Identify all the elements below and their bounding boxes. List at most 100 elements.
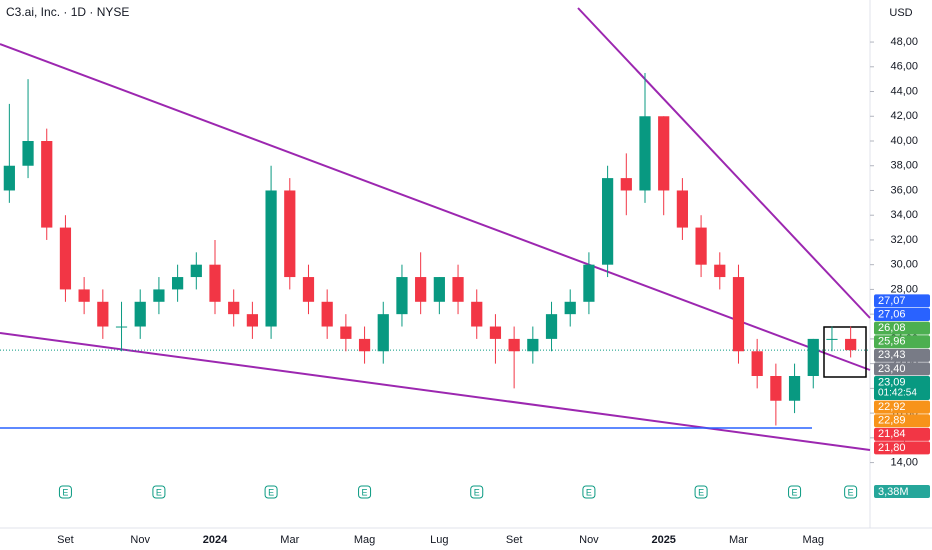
candle-body: [732, 277, 745, 352]
y-tick-label: 48,00: [890, 36, 918, 48]
candle-body: [508, 338, 520, 352]
price-tag: [874, 427, 930, 441]
candle-body: [41, 141, 53, 228]
y-tick-label: 32,00: [890, 234, 918, 246]
candle-body: [620, 178, 632, 191]
candle-body: [489, 326, 502, 339]
y-tick-label: 36,00: [890, 184, 918, 196]
countdown-label: 01:42:54: [878, 388, 917, 399]
candle-body: [209, 264, 221, 302]
price-tag: [874, 294, 930, 308]
earnings-label: E: [62, 487, 68, 497]
x-tick-label: Lug: [430, 534, 448, 546]
x-tick-label: Nov: [130, 534, 150, 546]
candle-body: [433, 277, 445, 302]
candle-body: [3, 165, 15, 191]
candle-body: [676, 190, 688, 228]
y-tick-label: 44,00: [890, 85, 918, 97]
candle-body: [153, 289, 165, 302]
x-tick-label: Mag: [354, 534, 375, 546]
price-tag: [874, 321, 930, 335]
y-tick-label: 38,00: [890, 160, 918, 172]
price-tag: [874, 348, 930, 362]
candle-body: [826, 338, 838, 340]
x-tick-label: Set: [57, 534, 74, 546]
candle-body: [639, 116, 651, 191]
price-tag-label: 25,96: [878, 336, 906, 348]
earnings-marker: [152, 485, 166, 499]
earnings-marker: [694, 485, 708, 499]
candle-body: [471, 301, 483, 327]
price-tag: [874, 376, 930, 401]
candle-body: [284, 190, 296, 278]
x-tick-label: 2025: [651, 534, 675, 546]
candle-body: [358, 338, 371, 352]
price-tag-label: 22,92: [878, 401, 906, 413]
y-tick-label: 42,00: [890, 110, 918, 122]
earnings-label: E: [792, 487, 798, 497]
earnings-label: E: [156, 487, 162, 497]
x-tick-label: Set: [506, 534, 523, 546]
x-tick-label: Mag: [803, 534, 824, 546]
candle-body: [770, 376, 782, 401]
price-tag: [874, 414, 930, 428]
earnings-label: E: [268, 487, 274, 497]
candle-body: [602, 178, 614, 265]
price-tag-label: 23,43: [878, 349, 906, 361]
candle-body: [246, 314, 258, 327]
candle-body: [340, 326, 352, 339]
candle-body: [845, 338, 857, 351]
price-tag-label: 23,09: [878, 376, 906, 388]
candle-body: [302, 277, 315, 302]
trendline: [0, 43, 871, 371]
trendline: [577, 7, 871, 319]
candle-body: [172, 277, 184, 290]
earnings-label: E: [698, 487, 704, 497]
volume-tag: [874, 485, 930, 498]
earnings-label: E: [848, 487, 854, 497]
earnings-label: E: [362, 487, 368, 497]
earnings-label: E: [586, 487, 592, 497]
earnings-marker: [582, 485, 596, 499]
y-tick-label: 34,00: [890, 209, 918, 221]
candle-body: [714, 264, 726, 278]
y-tick-label: 14,00: [890, 456, 918, 468]
candle-body: [583, 264, 595, 302]
candle-body: [751, 351, 763, 376]
y-tick-label: 30,00: [890, 259, 918, 271]
candle-body: [115, 326, 128, 328]
earnings-marker: [58, 485, 72, 499]
candle-body: [190, 264, 202, 278]
price-tag: [874, 362, 930, 376]
price-tag-label: 26,08: [878, 322, 906, 334]
y-tick-label: 46,00: [890, 61, 918, 73]
price-tag: [874, 308, 930, 322]
candle-body: [527, 338, 539, 352]
price-tag-label: 21,80: [878, 442, 906, 454]
x-tick-label: Nov: [579, 534, 599, 546]
candle-body: [658, 116, 670, 191]
candle-body: [265, 190, 277, 327]
x-tick-label: Mar: [729, 534, 748, 546]
currency-label: USD: [889, 7, 912, 19]
candle-body: [788, 376, 801, 401]
x-tick-label: Mar: [280, 534, 299, 546]
y-tick-label: 40,00: [890, 135, 918, 147]
candle-body: [695, 227, 707, 265]
price-tag-label: 22,89: [878, 415, 906, 427]
price-tag: [874, 400, 930, 414]
candle-body: [396, 277, 408, 315]
earnings-marker: [264, 485, 278, 499]
y-tick-label: 28,00: [890, 283, 918, 295]
candle-body: [452, 277, 464, 302]
earnings-label: E: [474, 487, 480, 497]
candle-body: [545, 314, 558, 339]
earnings-marker: [844, 485, 858, 499]
volume-tag-label: 3,38M: [878, 486, 909, 498]
candle-body: [78, 289, 90, 302]
earnings-marker: [470, 485, 484, 499]
candle-body: [807, 338, 819, 376]
earnings-marker: [788, 485, 802, 499]
